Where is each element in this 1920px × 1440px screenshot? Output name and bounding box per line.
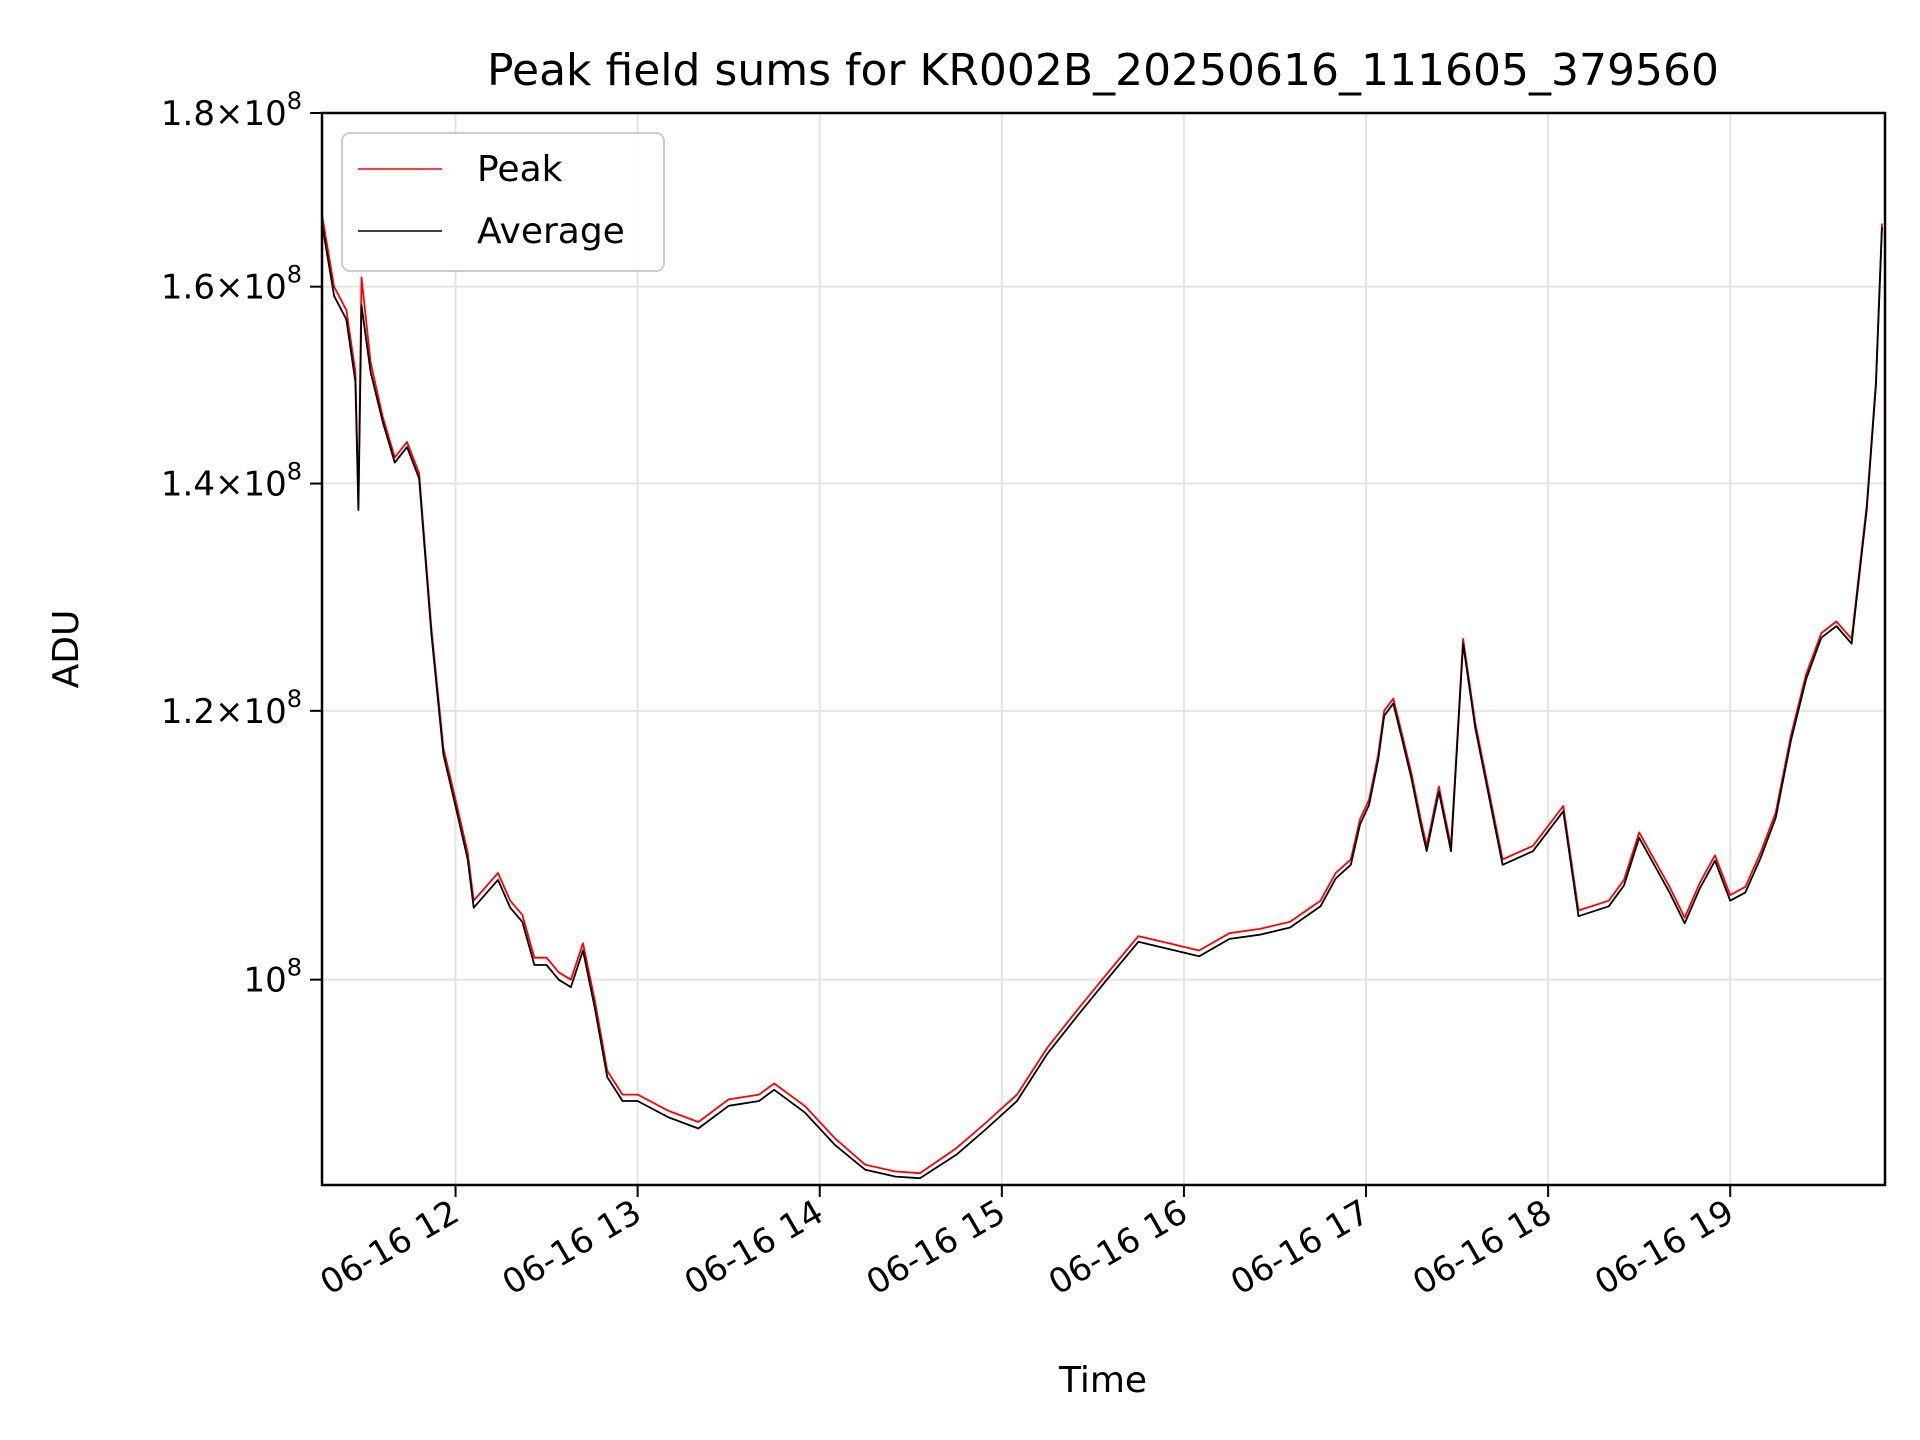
y-tick-label: 1.4×108 [161,458,302,505]
legend-label-average: Average [477,211,625,252]
chart-title: Peak field sums for KR002B_20250616_1116… [487,45,1719,96]
grid [322,112,1885,1185]
y-axis: 108 1.2×108 1.4×108 1.6×108 1.8×108 [161,87,322,1001]
y-tick-label: 1.6×108 [161,261,302,308]
series-layer [321,214,1883,1180]
y-axis-label: ADU [46,610,87,689]
series-line-average [321,223,1883,1180]
legend-box [341,132,665,272]
plot-frame [320,111,1887,1187]
legend: Peak Average [341,132,665,272]
y-tick-label: 1.8×108 [161,87,302,134]
y-tick-label: 1.2×108 [161,685,302,732]
legend-label-peak: Peak [477,149,563,190]
x-axis-label: Time [1058,1360,1147,1401]
y-tick-label: 108 [243,954,302,1001]
